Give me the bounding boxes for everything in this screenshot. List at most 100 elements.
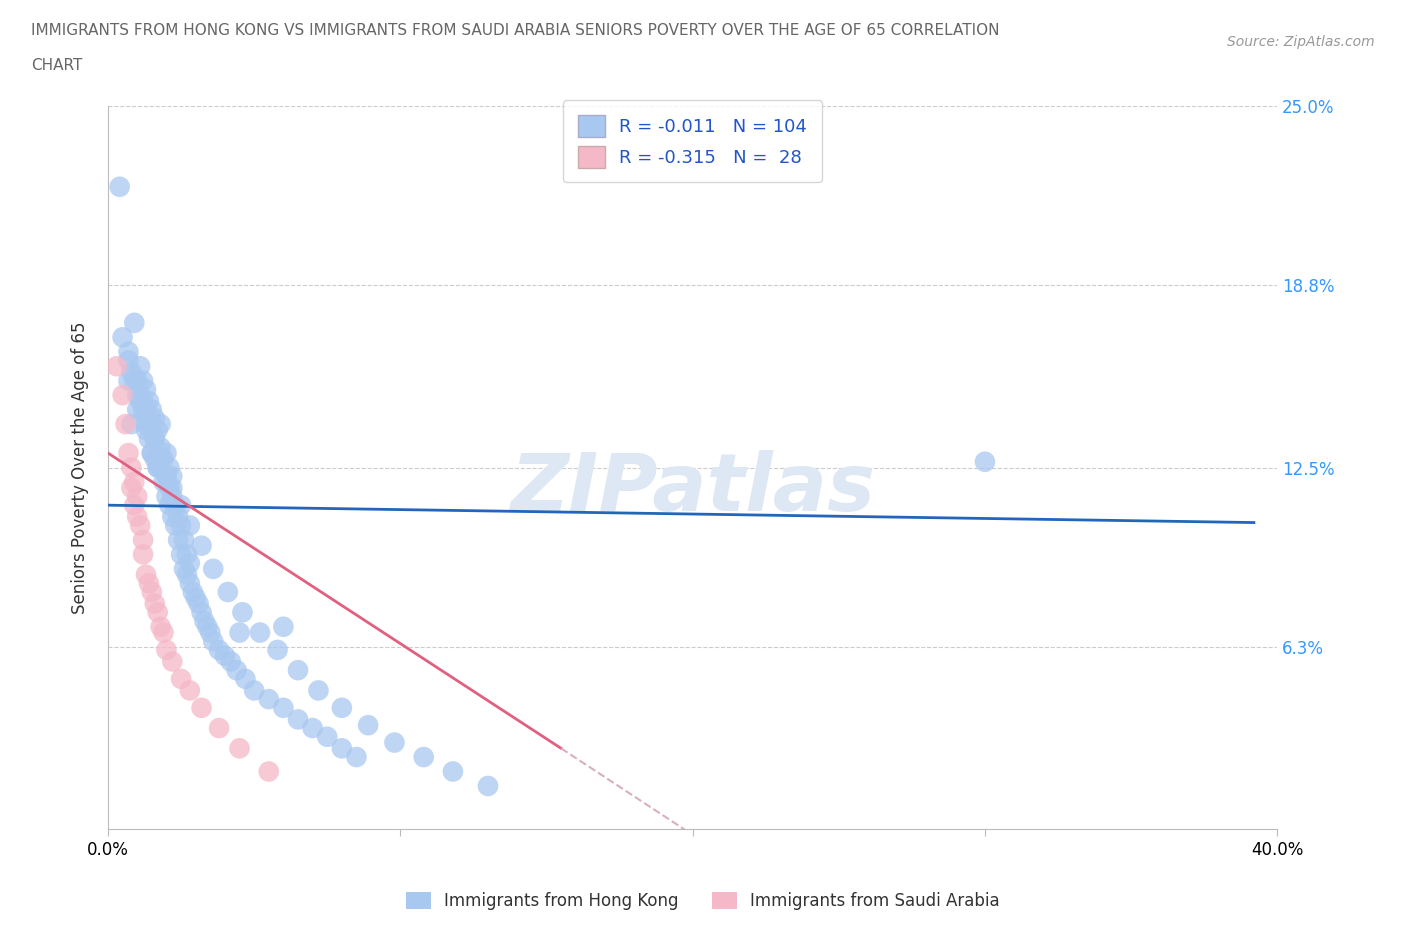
Point — [231, 604, 253, 619]
Point — [146, 460, 169, 475]
Point — [167, 510, 190, 525]
Point — [162, 469, 184, 484]
Point — [146, 604, 169, 619]
Point — [149, 619, 172, 634]
Point — [155, 469, 177, 484]
Point — [441, 764, 464, 779]
Point — [149, 460, 172, 475]
Point — [124, 498, 146, 512]
Point — [124, 373, 146, 388]
Point — [135, 417, 157, 432]
Point — [117, 344, 139, 359]
Point — [208, 643, 231, 658]
Point — [179, 555, 201, 570]
Point — [228, 625, 250, 640]
Point — [330, 741, 353, 756]
Point — [141, 445, 163, 460]
Point — [135, 567, 157, 582]
Point — [308, 683, 330, 698]
Point — [132, 393, 155, 408]
Point — [129, 518, 152, 533]
Point — [228, 741, 250, 756]
Point — [162, 510, 184, 525]
Point — [149, 440, 172, 455]
Point — [138, 432, 160, 446]
Point — [193, 614, 215, 629]
Point — [257, 692, 280, 707]
Point — [117, 445, 139, 460]
Point — [170, 671, 193, 686]
Point — [170, 547, 193, 562]
Point — [273, 700, 295, 715]
Point — [287, 712, 309, 727]
Text: CHART: CHART — [31, 58, 83, 73]
Text: Source: ZipAtlas.com: Source: ZipAtlas.com — [1227, 35, 1375, 49]
Point — [412, 750, 434, 764]
Point — [208, 721, 231, 736]
Point — [190, 604, 212, 619]
Point — [477, 778, 499, 793]
Point — [129, 359, 152, 374]
Point — [235, 671, 257, 686]
Point — [179, 518, 201, 533]
Point — [202, 633, 225, 648]
Point — [129, 388, 152, 403]
Point — [225, 663, 247, 678]
Point — [127, 388, 149, 403]
Point — [384, 735, 406, 750]
Point — [120, 460, 142, 475]
Point — [187, 596, 209, 611]
Point — [157, 498, 180, 512]
Point — [120, 417, 142, 432]
Point — [301, 721, 323, 736]
Point — [181, 585, 204, 600]
Point — [266, 643, 288, 658]
Point — [200, 625, 222, 640]
Point — [124, 315, 146, 330]
Point — [357, 718, 380, 733]
Point — [143, 432, 166, 446]
Point — [111, 330, 134, 345]
Point — [155, 489, 177, 504]
Point — [249, 625, 271, 640]
Point — [108, 179, 131, 194]
Point — [179, 576, 201, 591]
Point — [243, 683, 266, 698]
Point — [219, 654, 242, 669]
Point — [132, 373, 155, 388]
Point — [346, 750, 368, 764]
Point — [179, 683, 201, 698]
Point — [117, 353, 139, 368]
Point — [127, 510, 149, 525]
Point — [127, 489, 149, 504]
Point — [146, 460, 169, 475]
Point — [143, 432, 166, 446]
Point — [202, 562, 225, 577]
Point — [135, 422, 157, 437]
Point — [149, 451, 172, 466]
Point — [127, 373, 149, 388]
Point — [190, 538, 212, 553]
Point — [132, 402, 155, 417]
Point — [257, 764, 280, 779]
Point — [162, 489, 184, 504]
Point — [162, 481, 184, 496]
Point — [155, 643, 177, 658]
Point — [170, 518, 193, 533]
Point — [111, 388, 134, 403]
Point — [155, 445, 177, 460]
Point — [176, 547, 198, 562]
Text: ZIPatlas: ZIPatlas — [510, 450, 875, 528]
Point — [165, 518, 187, 533]
Text: IMMIGRANTS FROM HONG KONG VS IMMIGRANTS FROM SAUDI ARABIA SENIORS POVERTY OVER T: IMMIGRANTS FROM HONG KONG VS IMMIGRANTS … — [31, 23, 1000, 38]
Point — [157, 481, 180, 496]
Point — [155, 469, 177, 484]
Point — [132, 547, 155, 562]
Point — [184, 591, 207, 605]
Point — [316, 729, 339, 744]
Y-axis label: Seniors Poverty Over the Age of 65: Seniors Poverty Over the Age of 65 — [72, 321, 89, 614]
Point — [157, 460, 180, 475]
Point — [974, 455, 997, 470]
Point — [129, 393, 152, 408]
Point — [141, 402, 163, 417]
